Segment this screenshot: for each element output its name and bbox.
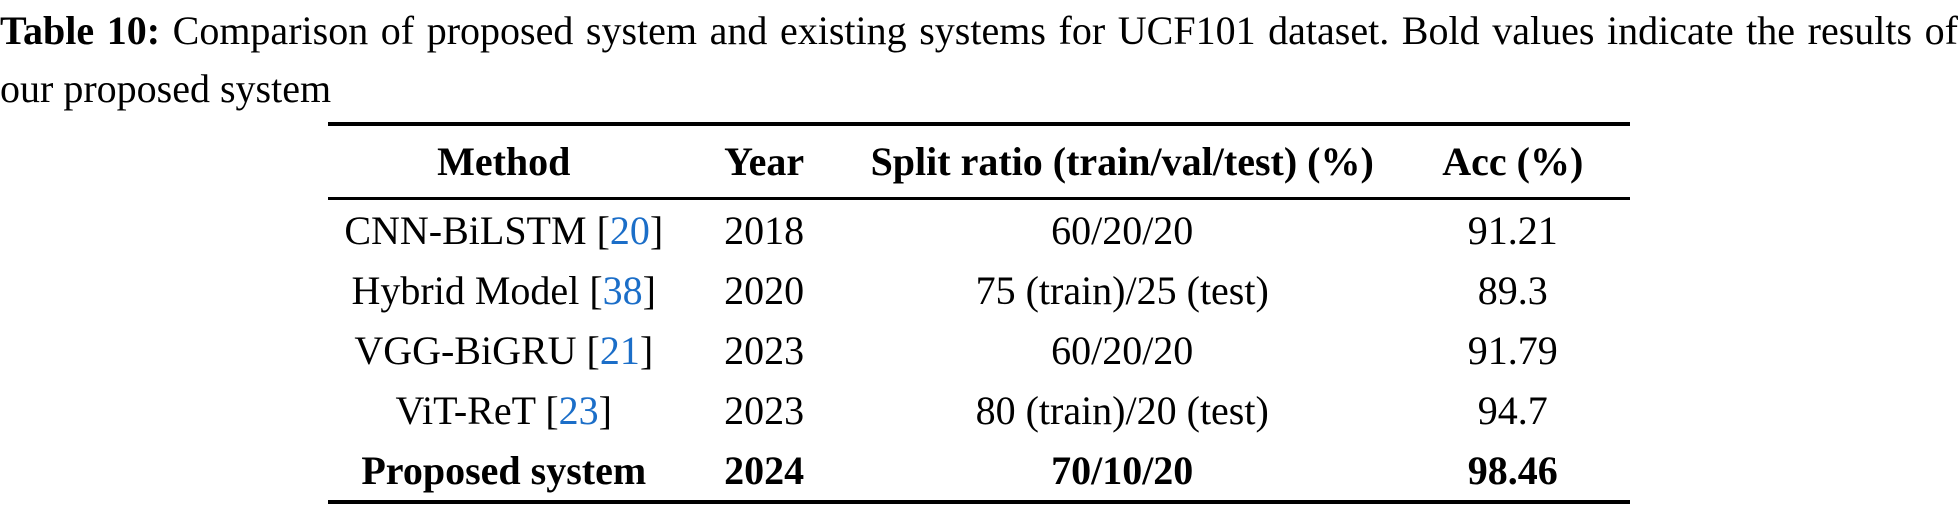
method-cell: CNN-BiLSTM [20] <box>328 199 680 261</box>
method-cell: Proposed system <box>328 440 680 502</box>
acc-cell: 91.21 <box>1467 207 1558 253</box>
comparison-table: Method Year Split ratio (train/val/test)… <box>328 122 1630 504</box>
table-body: CNN-BiLSTM [20] 2018 60/20/20 91.21 Hybr… <box>328 199 1630 503</box>
acc-cell: 89.3 <box>1477 267 1548 313</box>
col-header-split-ratio: Split ratio (train/val/test) (%) <box>870 139 1374 184</box>
caption-text: Comparison of proposed system and existi… <box>0 8 1958 111</box>
split-cell: 60/20/20 <box>1051 327 1194 373</box>
col-header-method: Method <box>437 139 571 184</box>
table-header: Method Year Split ratio (train/val/test)… <box>328 124 1630 199</box>
citation-link[interactable]: 38 <box>602 267 643 313</box>
year-cell: 2023 <box>724 327 805 373</box>
bracket-close: ] <box>649 207 664 253</box>
split-cell: 75 (train)/25 (test) <box>975 267 1269 313</box>
method-cell: VGG-BiGRU [21] <box>328 320 680 380</box>
table-row-proposed: Proposed system 2024 70/10/20 98.46 <box>328 440 1630 502</box>
header-row: Method Year Split ratio (train/val/test)… <box>328 124 1630 199</box>
table-row: ViT-ReT [23] 2023 80 (train)/20 (test) 9… <box>328 380 1630 440</box>
method-name: VGG-BiGRU <box>354 327 577 373</box>
table-caption: Table 10: Comparison of proposed system … <box>0 2 1958 118</box>
table-row: VGG-BiGRU [21] 2023 60/20/20 91.79 <box>328 320 1630 380</box>
col-header-acc: Acc (%) <box>1442 139 1584 184</box>
citation-link[interactable]: 20 <box>609 207 650 253</box>
split-cell: 60/20/20 <box>1051 207 1194 253</box>
caption-label: Table 10: <box>0 8 161 53</box>
split-cell: 80 (train)/20 (test) <box>975 387 1269 433</box>
year-cell: 2023 <box>724 387 805 433</box>
year-cell: 2024 <box>724 447 805 493</box>
bracket-close: ] <box>642 267 656 313</box>
acc-cell: 91.79 <box>1467 327 1558 373</box>
citation-link[interactable]: 21 <box>599 327 640 373</box>
bracket-open: [ <box>579 267 603 313</box>
year-cell: 2020 <box>724 267 805 313</box>
method-name: ViT-ReT <box>395 387 536 433</box>
citation-link[interactable]: 23 <box>558 387 599 433</box>
split-cell: 70/10/20 <box>1051 447 1194 493</box>
bracket-close: ] <box>639 327 654 373</box>
method-cell: ViT-ReT [23] <box>328 380 680 440</box>
method-name: CNN-BiLSTM <box>344 207 587 253</box>
bracket-close: ] <box>598 387 612 433</box>
table-row: CNN-BiLSTM [20] 2018 60/20/20 91.21 <box>328 199 1630 261</box>
bracket-open: [ <box>576 327 600 373</box>
year-cell: 2018 <box>724 207 805 253</box>
acc-cell: 98.46 <box>1467 447 1558 493</box>
method-name: Hybrid Model <box>351 267 580 313</box>
method-name: Proposed system <box>361 447 647 493</box>
method-cell: Hybrid Model [38] <box>328 260 680 320</box>
table-row: Hybrid Model [38] 2020 75 (train)/25 (te… <box>328 260 1630 320</box>
bracket-open: [ <box>586 207 610 253</box>
bracket-open: [ <box>535 387 559 433</box>
col-header-year: Year <box>724 139 805 184</box>
acc-cell: 94.7 <box>1477 387 1548 433</box>
